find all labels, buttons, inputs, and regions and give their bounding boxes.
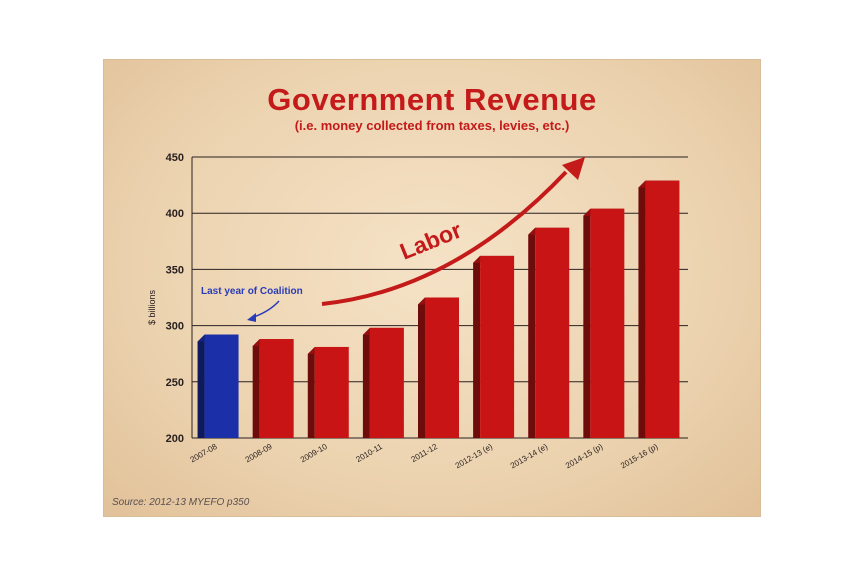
bar	[535, 227, 570, 438]
bar	[369, 327, 404, 438]
x-tick-label: 2007-08	[189, 442, 219, 465]
bar	[204, 334, 239, 438]
chart-subtitle: (i.e. money collected from taxes, levies…	[294, 118, 570, 133]
bar	[645, 180, 680, 438]
y-tick-label: 250	[166, 377, 184, 389]
x-tick-label: 2008-09	[244, 442, 274, 465]
bar-side	[473, 255, 481, 438]
bar-side	[418, 297, 425, 438]
bar	[425, 297, 459, 438]
bar	[590, 208, 625, 438]
chart-card: Government Revenue (i.e. money collected…	[104, 60, 760, 516]
bar-side	[583, 208, 591, 438]
bar	[314, 346, 349, 438]
y-tick-label: 200	[166, 433, 184, 445]
x-tick-label: 2010-11	[354, 442, 384, 464]
bar-side	[362, 327, 370, 438]
x-tick-label: 2009-10	[299, 442, 329, 465]
labor-arrow-line	[321, 170, 568, 306]
y-tick-label: 400	[166, 208, 184, 220]
annotation-coalition: Last year of Coalition	[201, 286, 303, 297]
annotation-labor: Labor	[396, 217, 465, 265]
bar-side	[252, 339, 260, 438]
bar-side	[197, 334, 205, 438]
y-axis-label: $ billions	[147, 289, 157, 325]
bar-chart: 200 250 300 350 400 450 $ billions 2007-08 2008-…	[147, 152, 688, 471]
x-tick-label: 2013-14 (e)	[509, 442, 550, 471]
bar-side	[307, 346, 315, 438]
labor-arrow-head	[562, 157, 585, 180]
bar-side	[528, 227, 536, 438]
y-tick-label: 350	[166, 264, 184, 276]
bar	[259, 339, 294, 438]
x-tick-label: 2015-16 (p)	[619, 442, 660, 471]
bar-side	[638, 180, 646, 438]
bar	[480, 255, 515, 438]
source-note: Source: 2012-13 MYEFO p350	[112, 497, 250, 508]
y-tick-label: 300	[166, 321, 184, 333]
x-tick-label: 2012-13 (e)	[454, 442, 495, 471]
chart-title: Government Revenue	[267, 82, 597, 117]
x-tick-label: 2014-15 (p)	[564, 442, 605, 471]
y-tick-label: 450	[166, 152, 184, 164]
x-tick-label: 2011-12	[410, 442, 440, 464]
coalition-arrow-head	[247, 313, 256, 322]
